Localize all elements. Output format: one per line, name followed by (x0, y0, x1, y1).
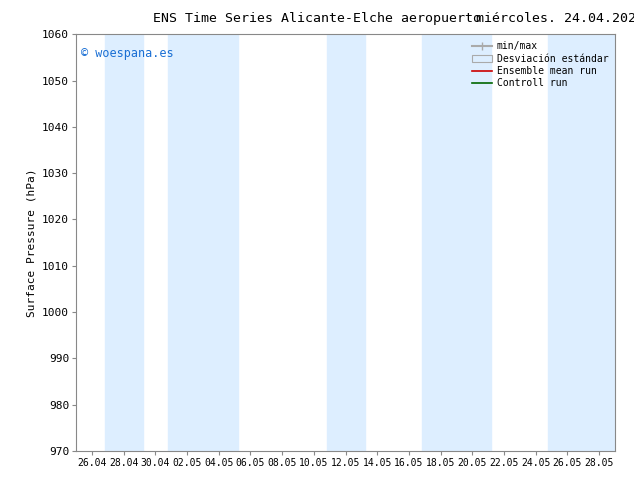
Bar (548, 34, 618, 451)
Bar (168, 34, 238, 451)
Text: © woespana.es: © woespana.es (81, 47, 174, 60)
Text: miércoles. 24.04.2024 00 UTC: miércoles. 24.04.2024 00 UTC (476, 12, 634, 25)
Legend: min/max, Desviación estándar, Ensemble mean run, Controll run: min/max, Desviación estándar, Ensemble m… (470, 39, 610, 90)
Bar (422, 34, 491, 451)
Text: ENS Time Series Alicante-Elche aeropuerto: ENS Time Series Alicante-Elche aeropuert… (153, 12, 481, 25)
Bar (105, 34, 143, 451)
Bar (327, 34, 365, 451)
Y-axis label: Surface Pressure (hPa): Surface Pressure (hPa) (27, 168, 37, 317)
